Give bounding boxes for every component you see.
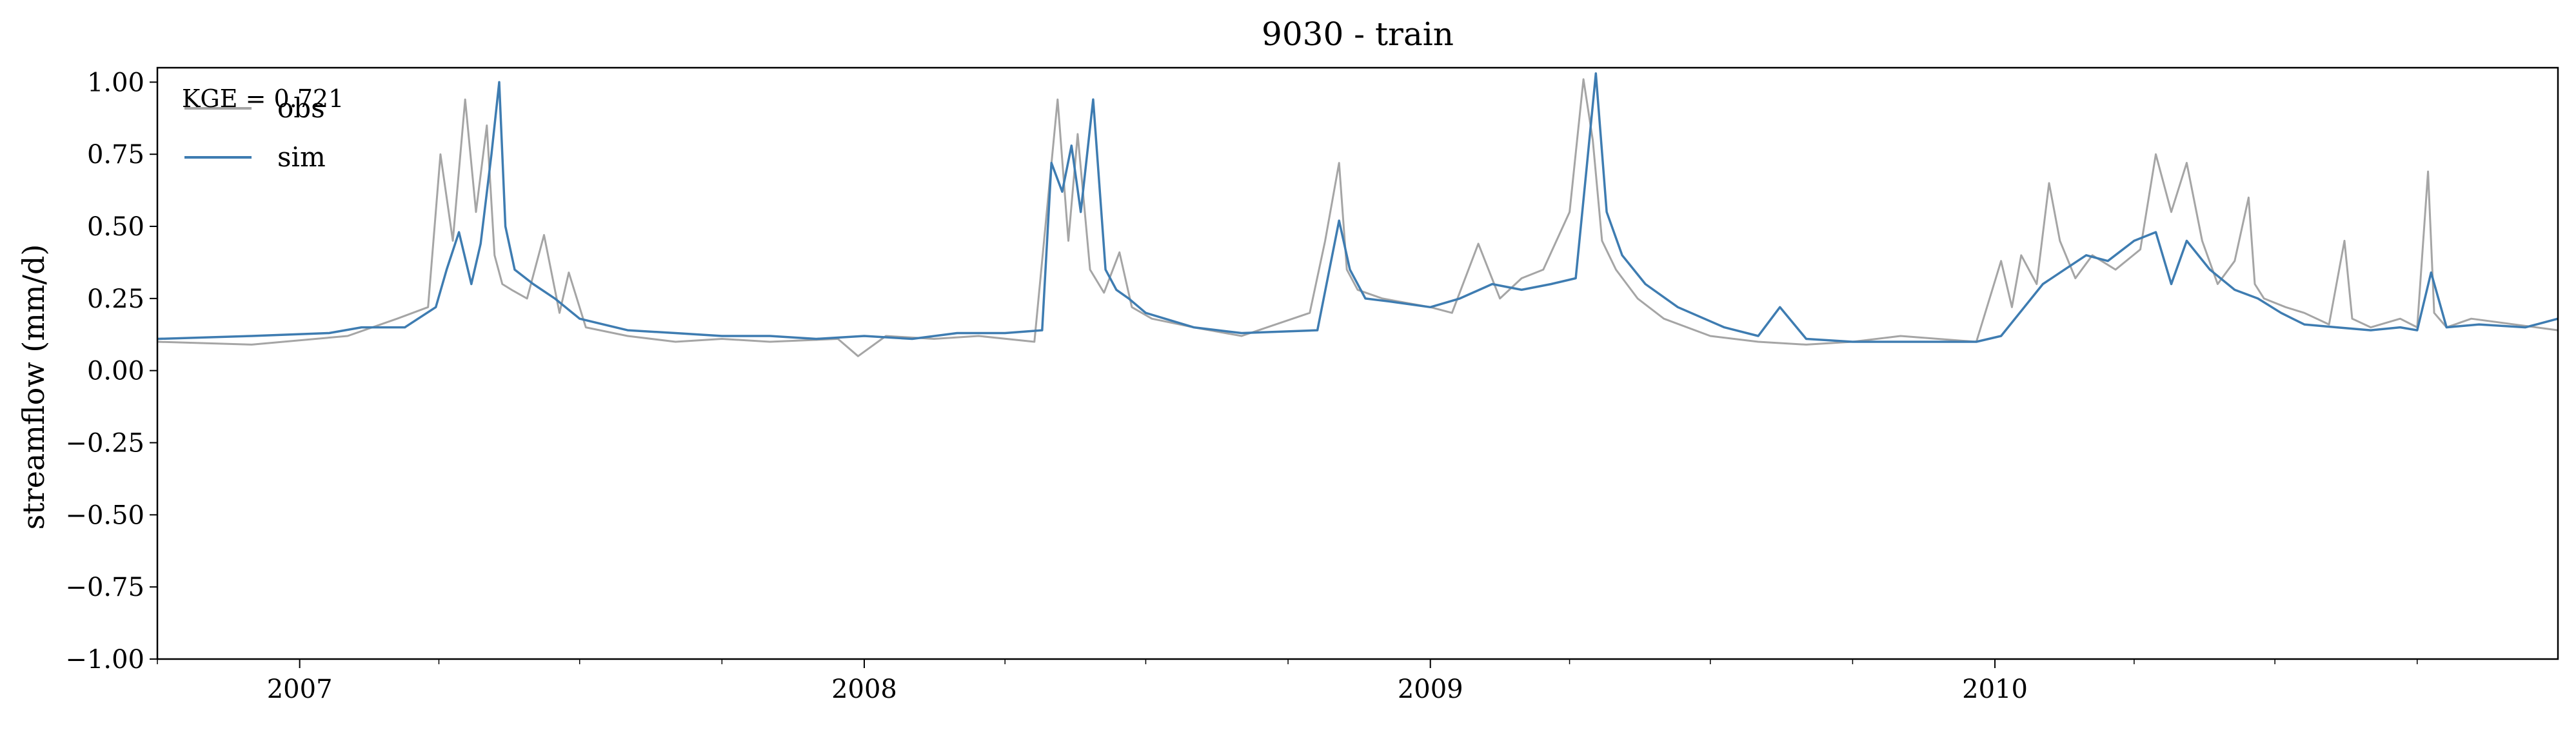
x-axis-ticks: 2007 2008 2009 2010	[157, 659, 2418, 704]
y-axis-label: streamflow (mm/d)	[16, 244, 51, 530]
legend-label-obs: obs	[277, 92, 325, 124]
y-tick-label: −0.75	[65, 573, 144, 602]
y-tick-label: 0.00	[87, 357, 144, 386]
y-tick-label: 0.50	[87, 212, 144, 242]
y-tick-label: 1.00	[87, 68, 144, 97]
x-tick-label: 2008	[831, 675, 897, 704]
y-tick-label: 0.75	[87, 140, 144, 170]
y-tick-label: 0.25	[87, 284, 144, 314]
series-line-sim	[157, 72, 2558, 343]
chart-title: 9030 - train	[1262, 15, 1454, 53]
x-tick-label: 2007	[267, 675, 333, 704]
series-layer	[157, 72, 2558, 357]
plot-frame	[156, 66, 2559, 660]
y-tick-label: −0.50	[65, 500, 144, 530]
kge-annotation: KGE = 0.721	[182, 84, 344, 113]
y-axis-ticks: −1.00 −0.75 −0.50 −0.25 0.00 0.25 0.50 0.75 1.00	[65, 68, 157, 675]
y-tick-label: −1.00	[65, 645, 144, 675]
x-tick-label: 2009	[1398, 675, 1463, 704]
legend: obs sim	[184, 92, 326, 173]
y-tick-label: −0.25	[65, 429, 144, 459]
x-tick-label: 2010	[1962, 675, 2028, 704]
legend-label-sim: sim	[277, 141, 326, 173]
series-line-obs	[157, 78, 2558, 357]
